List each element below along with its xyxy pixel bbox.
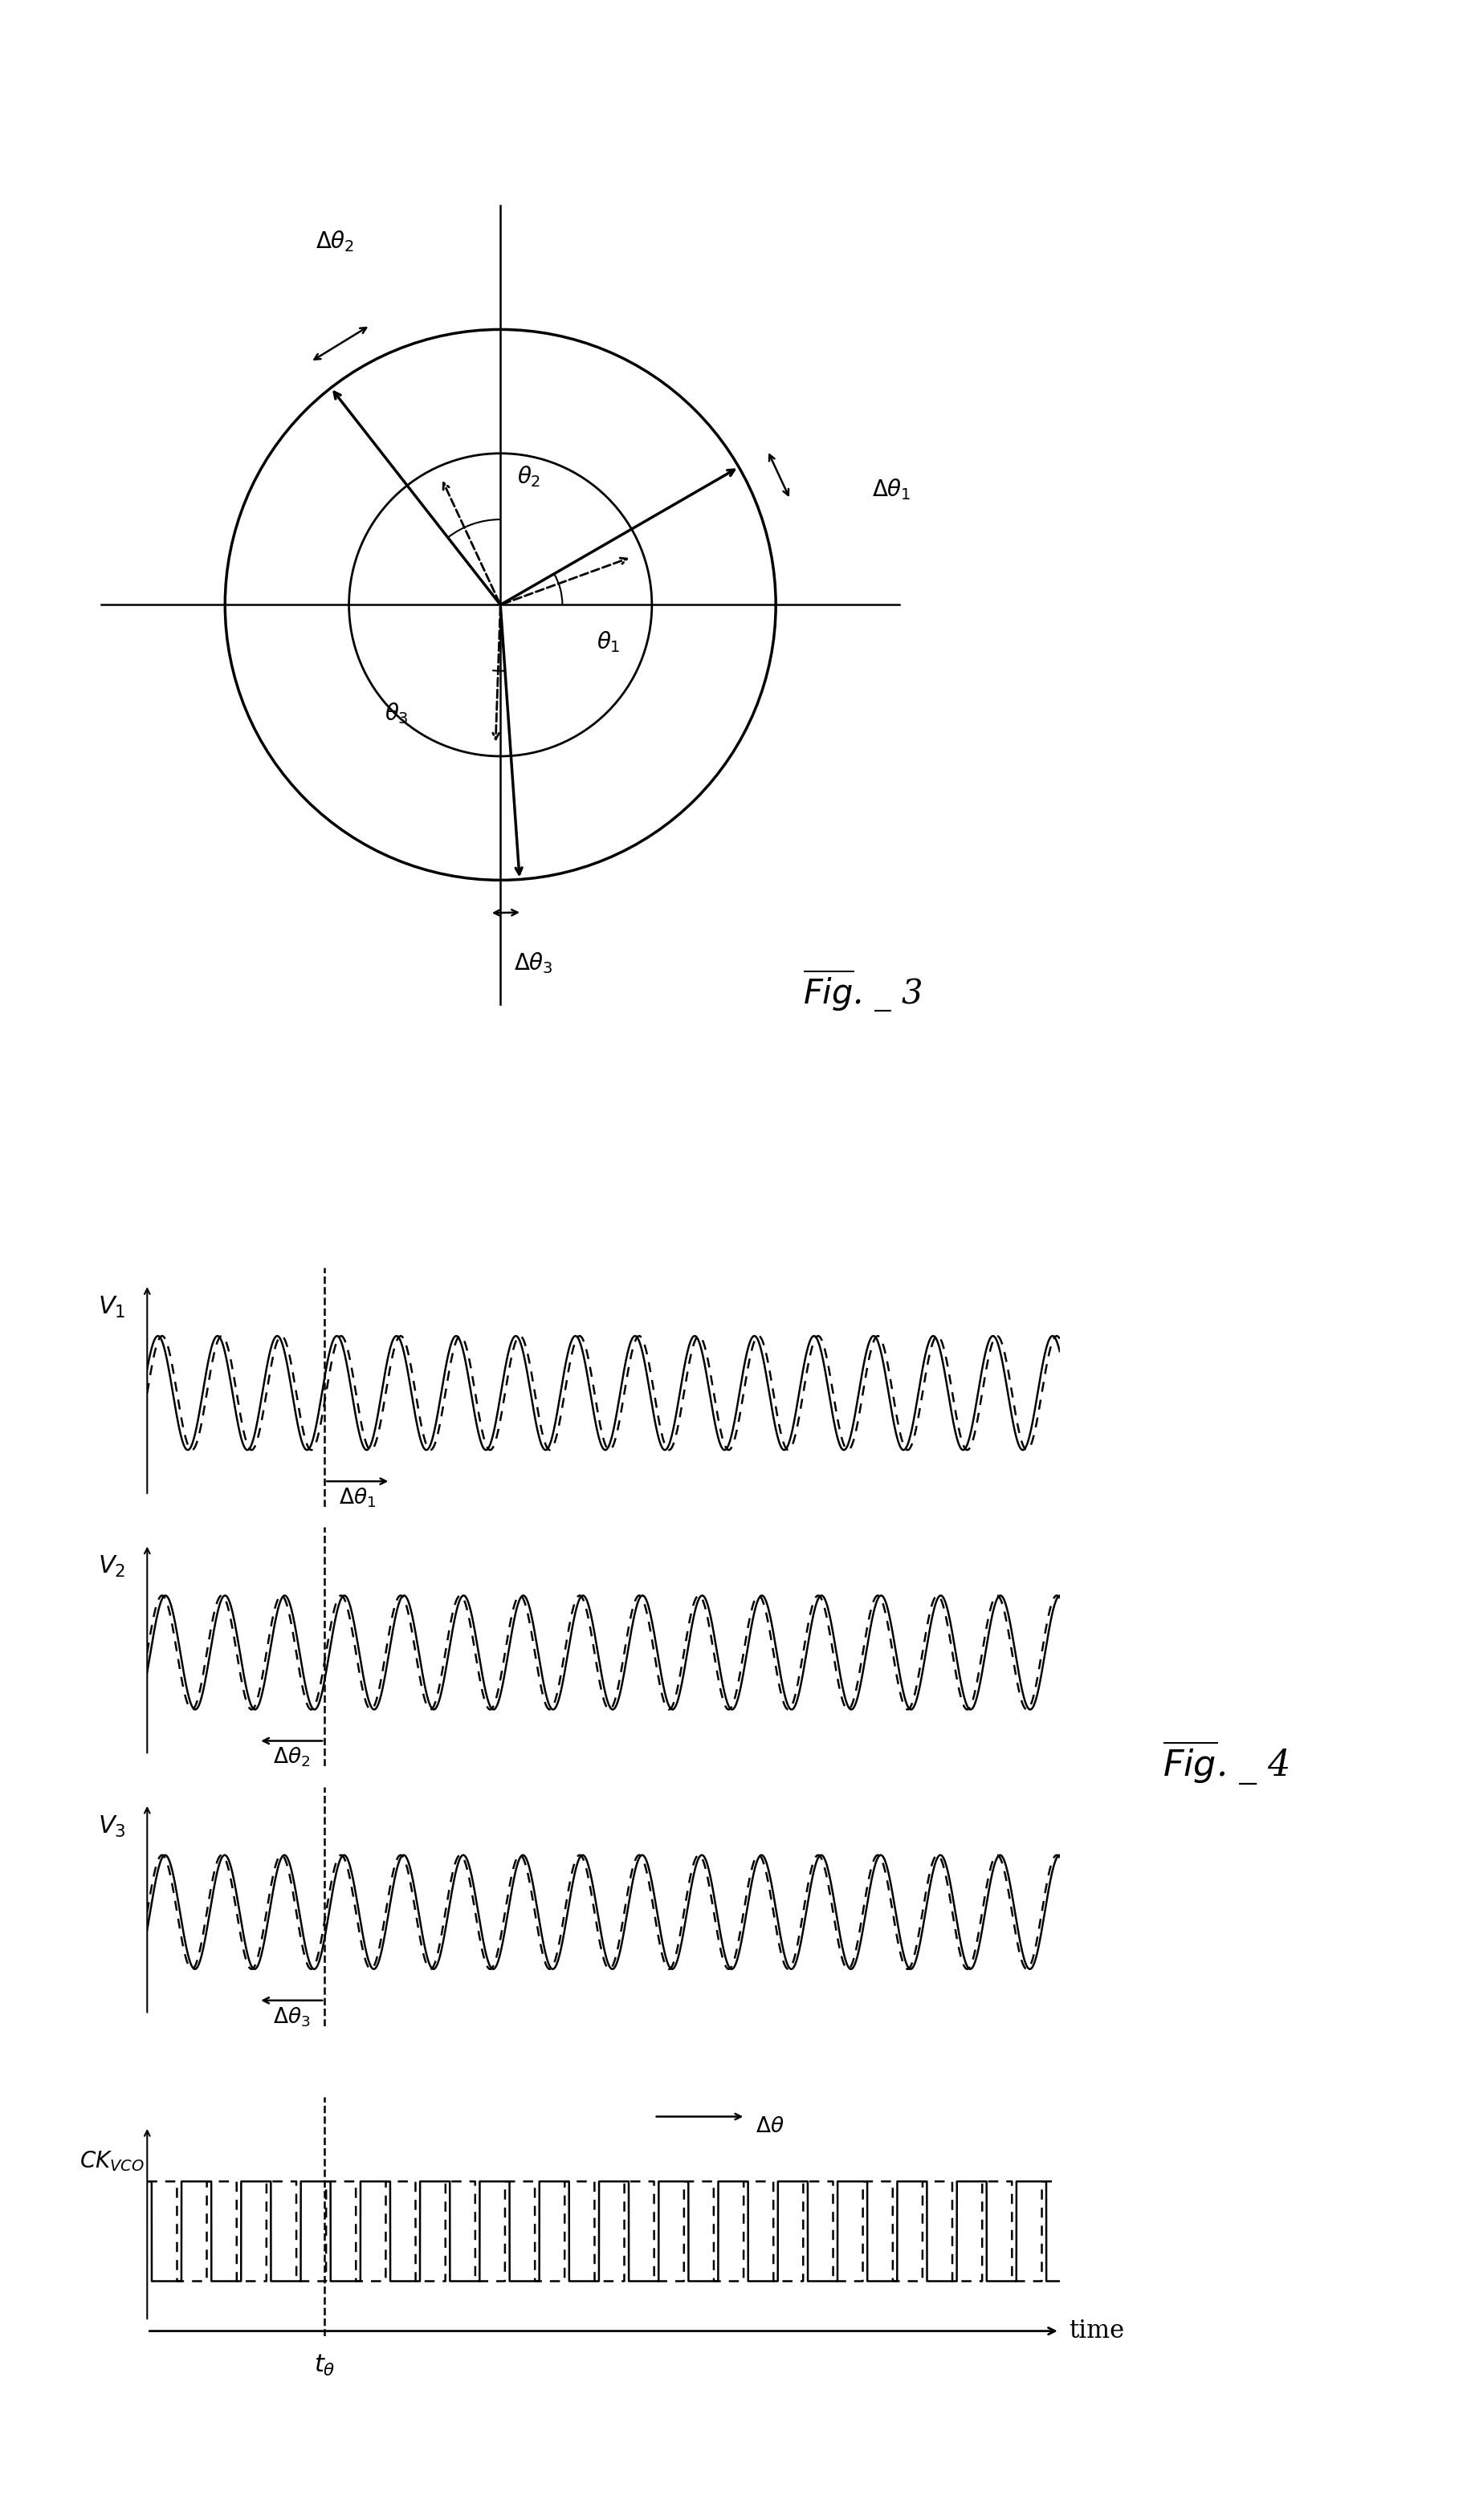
Text: $\theta_1$: $\theta_1$ — [596, 630, 621, 655]
Text: $V_1$: $V_1$ — [97, 1295, 125, 1320]
Text: $\theta_3$: $\theta_3$ — [384, 701, 409, 726]
Text: $t_\theta$: $t_\theta$ — [313, 2354, 335, 2379]
Text: $\Delta\theta_2$: $\Delta\theta_2$ — [316, 229, 355, 255]
Text: $\overline{Fig}$. _ 3: $\overline{Fig}$. _ 3 — [803, 968, 922, 1013]
Text: $V_2$: $V_2$ — [99, 1555, 125, 1580]
Text: $\overline{Fig}$. _ 4: $\overline{Fig}$. _ 4 — [1162, 1739, 1289, 1787]
Text: $\Delta\theta_1$: $\Delta\theta_1$ — [338, 1487, 377, 1509]
Text: $V_3$: $V_3$ — [97, 1814, 125, 1840]
Text: $\Delta\theta_2$: $\Delta\theta_2$ — [274, 1746, 310, 1769]
Text: $\Delta\theta_3$: $\Delta\theta_3$ — [513, 950, 553, 975]
Text: $\Delta\theta_3$: $\Delta\theta_3$ — [274, 2006, 310, 2029]
Text: $\Delta\theta_1$: $\Delta\theta_1$ — [871, 476, 911, 501]
Text: $CK_{VCO}$: $CK_{VCO}$ — [79, 2150, 144, 2172]
Text: $\theta_2$: $\theta_2$ — [516, 464, 540, 489]
Text: time: time — [1068, 2318, 1124, 2344]
Text: $\Delta\theta$: $\Delta\theta$ — [755, 2117, 784, 2137]
